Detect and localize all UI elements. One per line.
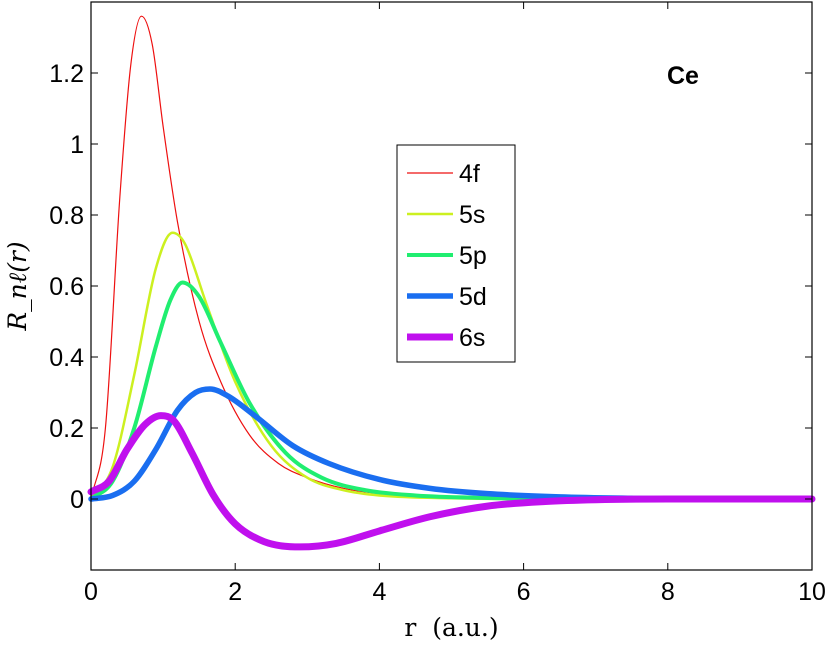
series-line-5d (88, 386, 815, 502)
x-axis-label-text: r (a.u.) (404, 613, 498, 642)
x-tick-label: 0 (84, 578, 98, 606)
y-axis-label: R_nℓ(r) (3, 241, 32, 331)
x-tick-label: 8 (661, 578, 675, 606)
x-tick-label: 10 (798, 578, 826, 606)
legend-label-5p: 5p (459, 242, 487, 270)
legend-label-5s: 5s (459, 201, 485, 229)
y-tick-label: 1.2 (49, 60, 84, 88)
x-tick-label: 6 (517, 578, 531, 606)
plot-lines (87, 15, 816, 551)
legend-label-6s: 6s (459, 324, 485, 352)
legend-label-5d: 5d (459, 283, 487, 311)
y-tick-label: 0.4 (49, 344, 84, 372)
series-line-6s (87, 412, 816, 551)
y-tick-label: 0.8 (49, 202, 84, 230)
legend-label-4f: 4f (459, 160, 480, 188)
y-tick-label: 0.2 (49, 415, 84, 443)
y-tick-label: 1 (70, 131, 84, 159)
y-tick-label: 0 (70, 486, 84, 514)
x-tick-label: 4 (372, 578, 386, 606)
y-axis-label-text: R_nℓ(r) (3, 241, 32, 331)
axis-ticks: 0 2 4 6 8 10 0 0.2 0.4 0.6 0.8 1 1.2 (49, 2, 826, 606)
y-tick-label: 0.6 (49, 273, 84, 301)
x-axis-label: r (a.u.) (404, 613, 498, 642)
legend: 4f 5s 5p 5d 6s (396, 144, 516, 363)
x-tick-label: 2 (228, 578, 242, 606)
chart-annotation: Ce (667, 62, 699, 90)
